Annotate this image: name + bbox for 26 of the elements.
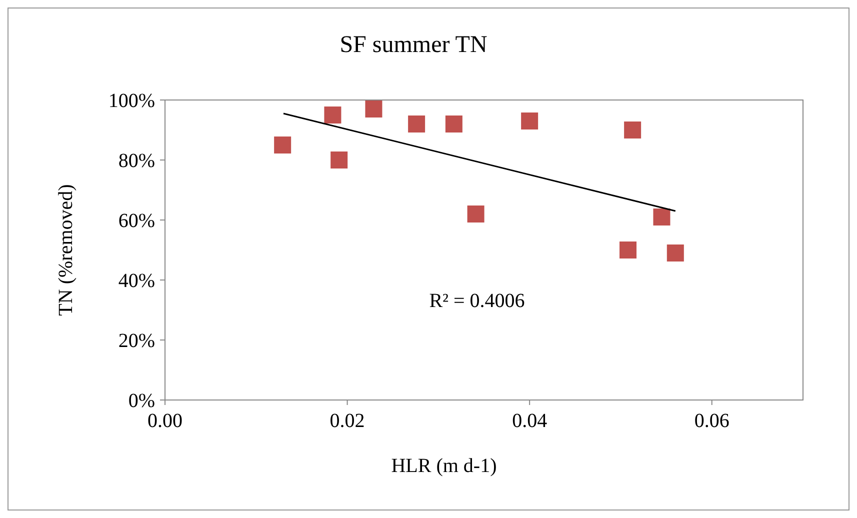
point xyxy=(521,112,538,130)
x-tick-label: 0.02 xyxy=(330,410,365,432)
y-tick-label: 100% xyxy=(108,90,155,112)
point xyxy=(666,244,684,262)
point xyxy=(653,208,670,226)
y-tick-label: 80% xyxy=(118,150,155,172)
point xyxy=(365,100,382,118)
point xyxy=(467,206,484,222)
annotation: R² = 0.4006 xyxy=(429,290,525,312)
x-tick-label: 0.06 xyxy=(694,410,730,432)
x-axis-title: HLR (m d-1) xyxy=(391,455,497,477)
chart-title: SF summer TN xyxy=(340,32,488,58)
point xyxy=(445,116,462,132)
y-tick-label: 60% xyxy=(118,210,155,232)
y-tick-label: 20% xyxy=(118,330,155,352)
x-tick-label: 0.04 xyxy=(512,410,548,432)
y-tick-label: 0% xyxy=(128,390,155,412)
point xyxy=(408,116,426,132)
point xyxy=(324,106,342,124)
x-tick-label: 0.00 xyxy=(148,410,182,432)
y-tick-label: 40% xyxy=(118,270,155,292)
point xyxy=(274,136,292,154)
point xyxy=(624,122,642,138)
y-axis-title: TN (%removed) xyxy=(55,184,77,316)
point xyxy=(330,152,348,168)
point xyxy=(620,242,637,258)
